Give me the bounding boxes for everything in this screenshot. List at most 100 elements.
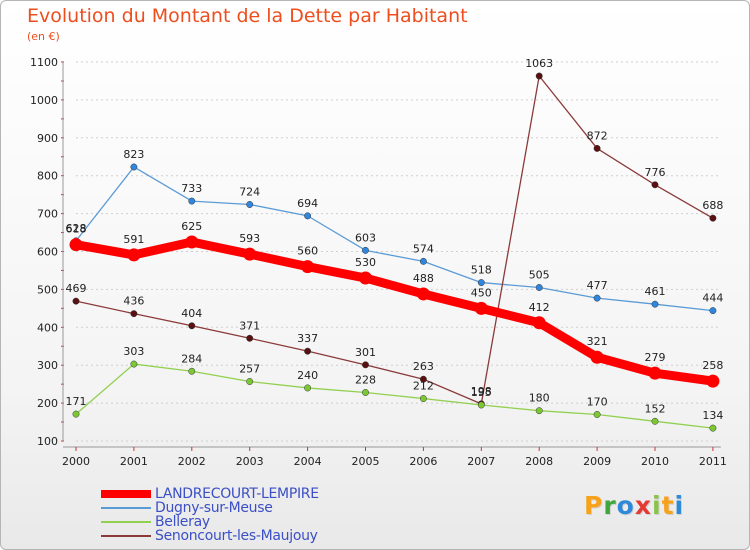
data-label: 258 (702, 359, 723, 372)
data-point (127, 248, 141, 262)
data-point (535, 284, 543, 291)
x-tick-label: 2002 (178, 455, 206, 468)
x-tick-label: 2006 (409, 455, 437, 468)
logo-letter: P (584, 491, 604, 520)
data-label: 257 (239, 362, 260, 375)
data-label: 321 (587, 335, 608, 348)
data-label: 412 (529, 301, 550, 314)
data-label: 872 (587, 129, 608, 142)
x-tick-label: 2000 (62, 455, 90, 468)
data-label: 371 (239, 319, 260, 332)
x-tick-label: 2001 (120, 455, 148, 468)
data-label: 284 (181, 352, 202, 365)
data-label: 776 (645, 166, 666, 179)
y-tick-label: 400 (37, 321, 58, 334)
y-tick-label: 200 (37, 397, 58, 410)
data-label: 1063 (525, 57, 553, 70)
data-label: 228 (355, 373, 376, 386)
data-point (709, 307, 717, 315)
data-point (651, 300, 659, 308)
data-label: 688 (702, 199, 723, 212)
logo-letter: r (603, 491, 617, 520)
data-label: 212 (413, 380, 434, 393)
y-tick-label: 600 (37, 246, 58, 259)
data-label: 823 (123, 148, 144, 161)
series-line (75, 363, 714, 429)
data-point (651, 181, 659, 189)
data-label: 263 (413, 360, 434, 373)
data-label: 603 (355, 231, 376, 244)
series-line (75, 166, 714, 312)
series-line (71, 237, 718, 386)
grid-lines (76, 61, 721, 442)
data-point (416, 287, 430, 301)
x-tick-label: 2003 (236, 455, 264, 468)
chart-title: Evolution du Montant de la Dette par Hab… (27, 5, 468, 27)
data-label: 240 (297, 369, 318, 382)
y-tick-label: 1100 (30, 56, 58, 69)
data-point (362, 389, 369, 396)
axes: 100 200 300 400 500 600 700 800 900 1000 1100 2000 2… (30, 56, 727, 468)
data-point (419, 395, 427, 403)
y-tick-label: 700 (37, 208, 58, 221)
data-label: 530 (355, 256, 376, 269)
y-tick-label: 500 (37, 283, 58, 296)
data-point (477, 401, 485, 409)
data-point (419, 375, 427, 383)
data-label: 625 (181, 220, 202, 233)
data-label: 694 (297, 197, 318, 210)
data-point (535, 72, 543, 80)
data-point (359, 271, 372, 285)
x-tick-label: 2007 (467, 455, 495, 468)
data-point (243, 247, 257, 261)
x-tick-label: 2005 (352, 455, 380, 468)
data-label: 593 (239, 232, 260, 245)
data-label: 404 (181, 307, 202, 320)
data-point (419, 257, 427, 265)
data-label: 279 (645, 351, 666, 364)
data-label: 198 (471, 385, 492, 398)
legend-swatch (101, 535, 151, 537)
data-point (532, 316, 546, 330)
data-label: 461 (645, 285, 666, 298)
data-label: 195 (471, 386, 492, 399)
data-label: 574 (413, 242, 434, 255)
data-point (130, 310, 138, 318)
data-label: 152 (645, 402, 666, 415)
data-label: 560 (297, 245, 318, 258)
data-label: 436 (123, 295, 144, 308)
data-point (709, 214, 717, 222)
data-point (301, 260, 315, 274)
data-label: 469 (66, 282, 87, 295)
data-label: 450 (471, 286, 492, 299)
data-labels: 628 823 733 724 694 603 574 518 505 477 461 444 469 4… (66, 57, 724, 422)
data-point (188, 197, 196, 205)
data-label: 337 (297, 332, 318, 345)
data-point (246, 201, 254, 208)
data-label: 180 (529, 392, 550, 405)
data-point (246, 378, 254, 385)
data-point (706, 374, 720, 388)
data-label: 477 (587, 279, 608, 292)
logo-letter: x (634, 491, 652, 520)
data-label: 170 (587, 395, 608, 408)
data-point (477, 279, 485, 287)
data-label: 591 (123, 233, 144, 246)
legend-swatch (101, 490, 151, 498)
data-point (709, 424, 717, 432)
logo-letter: t (661, 491, 675, 520)
data-label: 733 (181, 182, 202, 195)
logo-letter: o (616, 491, 635, 520)
data-point (593, 411, 601, 418)
data-point (130, 360, 138, 368)
y-tick-label: 1000 (30, 94, 58, 107)
data-point (69, 238, 83, 252)
x-tick-label: 2011 (699, 455, 727, 468)
data-label: 724 (239, 186, 260, 199)
data-point (535, 407, 543, 415)
data-point (648, 366, 662, 380)
x-tick-label: 2004 (294, 455, 322, 468)
data-point (304, 384, 312, 392)
